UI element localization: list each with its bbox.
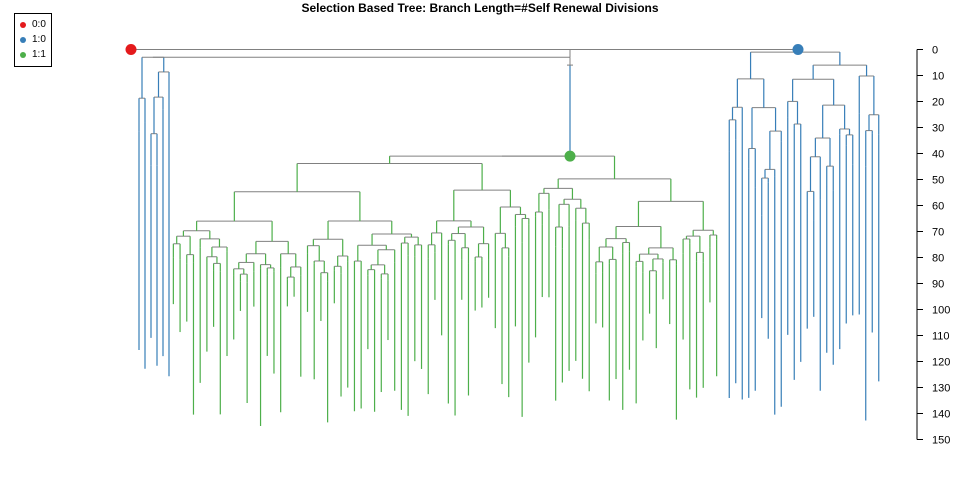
chart-title: Selection Based Tree: Branch Length=#Sel… — [301, 1, 659, 15]
y-tick-label-2: 20 — [932, 97, 944, 109]
legend-label-0: 0:0 — [32, 19, 46, 30]
y-tick-label-12: 120 — [932, 357, 950, 369]
y-axis: 0 10 20 30 40 50 60 70 80 90 100 110 120 130 140 150 — [916, 45, 950, 447]
legend-marker-2 — [20, 51, 26, 58]
y-tick-label-13: 130 — [932, 383, 950, 395]
y-tick-label-3: 30 — [932, 123, 944, 135]
y-tick-label-0: 0 — [932, 45, 938, 57]
tree-branches — [131, 49, 880, 427]
tree-nodes — [125, 44, 804, 162]
legend-label-1: 1:0 — [32, 34, 46, 45]
y-tick-label-1: 10 — [932, 71, 944, 83]
y-tick-label-4: 40 — [932, 149, 944, 161]
node-1-1 — [564, 150, 576, 162]
y-tick-label-7: 70 — [932, 227, 944, 239]
legend-entry-0: 0:0 — [20, 18, 46, 31]
y-tick-label-9: 90 — [932, 279, 944, 291]
y-tick-label-14: 140 — [932, 409, 950, 421]
legend-entry-1: 1:0 — [20, 33, 46, 46]
legend-marker-0 — [20, 21, 26, 28]
y-tick-label-11: 110 — [932, 331, 950, 343]
node-1-0 — [792, 44, 804, 55]
legend-label-2: 1:1 — [32, 49, 46, 60]
y-tick-label-6: 60 — [932, 201, 944, 213]
y-tick-label-10: 100 — [932, 305, 950, 317]
y-tick-label-8: 80 — [932, 253, 944, 265]
legend: 0:0 1:0 1:1 — [14, 13, 52, 67]
legend-marker-1 — [20, 36, 26, 43]
legend-entry-2: 1:1 — [20, 48, 46, 61]
node-0-0 — [125, 44, 137, 55]
y-tick-label-5: 50 — [932, 175, 944, 187]
y-tick-label-15: 150 — [932, 435, 950, 447]
